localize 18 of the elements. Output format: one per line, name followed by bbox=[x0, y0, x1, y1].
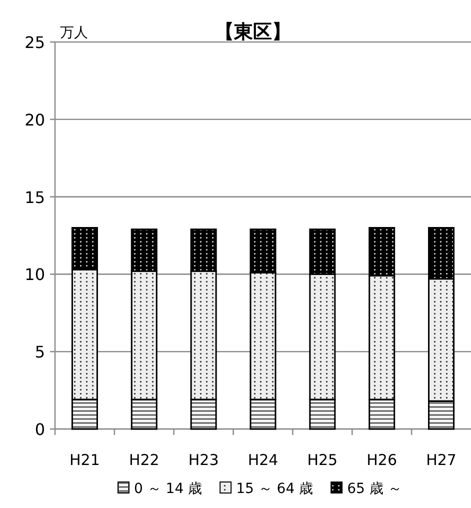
x-tick-label: H27 bbox=[426, 451, 456, 469]
y-tick-label: 15 bbox=[24, 188, 45, 207]
legend-label: 0 ～ 14 歳 bbox=[134, 481, 202, 497]
legend-label: 15 ～ 64 歳 bbox=[236, 481, 314, 497]
y-tick-label: 5 bbox=[34, 342, 45, 362]
y-tick-label: 25 bbox=[24, 33, 45, 52]
x-tick-label: H22 bbox=[128, 451, 160, 469]
legend-label: 65 歳 ～ bbox=[347, 481, 402, 497]
x-tick-label: H24 bbox=[248, 451, 278, 469]
chart-title: 【東区】 bbox=[215, 21, 291, 43]
y-axis-title: 万人 bbox=[60, 25, 88, 41]
y-tick-label: 10 bbox=[24, 265, 45, 284]
x-tick-label: H21 bbox=[70, 451, 100, 469]
x-tick-label: H23 bbox=[188, 451, 219, 469]
x-tick-label: H25 bbox=[307, 451, 338, 469]
x-tick-label: H26 bbox=[366, 451, 398, 469]
y-tick-label: 20 bbox=[24, 110, 45, 130]
y-tick-label: 0 bbox=[34, 420, 45, 439]
